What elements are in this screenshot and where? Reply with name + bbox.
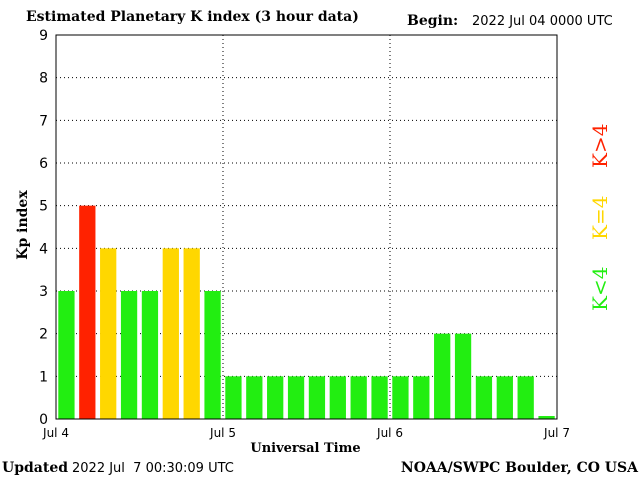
begin-value: 2022 Jul 04 0000 UTC [472, 14, 613, 29]
legend-k-above-4: K>4 [588, 123, 612, 168]
kp-bar [413, 376, 430, 419]
y-tick-label: 5 [39, 199, 48, 215]
kp-bar [79, 205, 96, 419]
kp-bar [475, 376, 493, 419]
kp-bar [392, 376, 409, 419]
legend-k-equal-4: K=4 [588, 195, 612, 240]
y-tick-label: 9 [39, 28, 48, 44]
kp-bar [267, 376, 284, 419]
kp-bar [287, 376, 305, 419]
kp-bar [371, 376, 388, 419]
kp-bar [183, 248, 200, 419]
y-tick-label: 7 [39, 113, 48, 129]
y-tick-label: 2 [39, 327, 48, 343]
y-tick-label: 6 [39, 156, 48, 172]
kp-bar [308, 376, 326, 419]
y-axis-label: Kp index [15, 190, 31, 260]
grid-lines [56, 35, 557, 419]
chart-title: Estimated Planetary K index (3 hour data… [26, 9, 359, 25]
plot-frame [55, 34, 558, 420]
y-tick-label: 0 [39, 412, 48, 428]
kp-bar [120, 291, 138, 419]
kp-bar [538, 416, 555, 419]
kp-bar [58, 291, 75, 419]
kp-bar [496, 376, 513, 419]
kp-bar [517, 376, 534, 419]
kp-bar [329, 376, 346, 419]
kp-bar [225, 376, 242, 419]
credit-label: NOAA/SWPC Boulder, CO USA [400, 460, 638, 476]
x-tick-label: Jul 4 [42, 426, 69, 440]
x-tick-label: Jul 5 [209, 426, 236, 440]
legend-k-below-4: K<4 [588, 266, 612, 311]
kp-bar [246, 376, 263, 419]
updated-label: Updated [2, 460, 69, 476]
kp-bar [350, 376, 367, 419]
y-tick-labels: 0 1 2 3 4 5 6 7 8 9 [39, 28, 48, 428]
kp-bar [100, 248, 117, 419]
kp-bar [141, 291, 159, 419]
kp-bar [454, 333, 472, 419]
y-tick-label: 3 [39, 284, 48, 300]
updated-timestamp: 2022 Jul 7 00:30:09 UTC [72, 461, 234, 476]
x-tick-labels: Jul 4 Jul 5 Jul 6 Jul 7 [42, 426, 570, 440]
y-tick-label: 8 [39, 71, 48, 87]
x-tick-label: Jul 7 [543, 426, 570, 440]
y-tick-label: 1 [39, 369, 48, 385]
y-tick-label: 4 [39, 241, 48, 257]
kp-bar [204, 291, 221, 419]
x-tick-label: Jul 6 [376, 426, 403, 440]
begin-label: Begin: [407, 13, 459, 29]
kp-bar [434, 333, 451, 419]
x-axis-label: Universal Time [250, 441, 360, 456]
kp-bar [162, 248, 179, 419]
bars [58, 205, 555, 419]
